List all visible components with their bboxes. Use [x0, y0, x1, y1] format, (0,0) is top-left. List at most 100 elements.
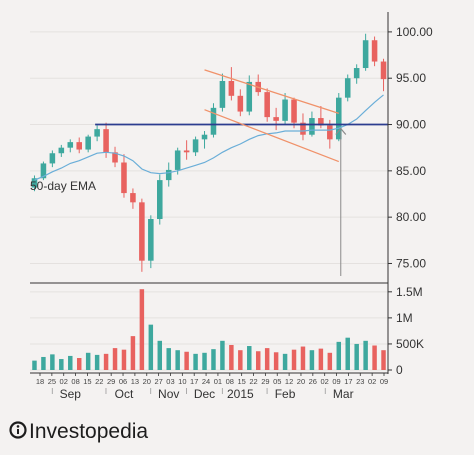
date-tick-label: 20 [297, 377, 305, 386]
breakout-arrow-head-icon [335, 127, 347, 135]
candle-body [291, 99, 297, 123]
volume-bar [327, 352, 333, 370]
candle-body [121, 162, 127, 194]
volume-bar [184, 351, 189, 370]
candle-body [237, 95, 244, 112]
month-label: Feb [275, 387, 296, 401]
brand-name: Investopedia [29, 420, 148, 443]
chart-annotations [34, 69, 388, 276]
volume-tick-label: 0 [396, 363, 403, 377]
candle-body [344, 78, 351, 98]
candle-body [67, 142, 74, 148]
volume-bar [211, 349, 216, 370]
date-tick-label: 17 [344, 377, 352, 386]
candle-body [85, 136, 91, 150]
month-label: Mar [333, 387, 354, 401]
date-tick-label: 10 [178, 377, 186, 386]
price-gridlines [30, 31, 388, 264]
volume-bar [157, 340, 163, 370]
volume-bar [50, 354, 55, 370]
date-tick-label: 24 [202, 377, 210, 386]
volume-bar [255, 351, 261, 370]
candle-body [192, 139, 199, 153]
volume-bar [363, 340, 368, 370]
candle-body [210, 107, 217, 135]
volume-bar [121, 349, 127, 370]
price-tick-label: 75.00 [396, 256, 426, 270]
candle-body [31, 178, 38, 188]
volume-bar [130, 336, 136, 370]
date-tick-label: 18 [36, 377, 44, 386]
date-tick-label: 29 [107, 377, 115, 386]
price-axis-ticks: 100.00 95.00 90.00 85.00 80.00 75.00 [388, 25, 433, 270]
candle-body [353, 68, 360, 79]
candle-body [219, 80, 226, 108]
price-tick-label: 80.00 [396, 210, 426, 224]
candle-body [362, 40, 369, 69]
candle-body [49, 153, 56, 164]
volume-bar [372, 345, 377, 370]
date-axis-ticks: 18 25 02 08 15 22 29 06 13 20 27 03 10 17 24 01 08 15 22 29… [36, 373, 388, 401]
volume-bar [282, 353, 288, 370]
candle-body [336, 97, 342, 140]
date-tick-label: 01 [214, 377, 222, 386]
date-tick-label: 03 [166, 377, 174, 386]
volume-bar [238, 350, 243, 370]
volume-bar [336, 341, 342, 370]
volume-bar [264, 348, 270, 370]
date-tick-label: 08 [71, 377, 79, 386]
candle-body [309, 118, 315, 135]
volume-series [32, 289, 386, 370]
volume-gridlines [30, 291, 388, 371]
volume-bar [68, 355, 73, 370]
date-tick-label: 26 [309, 377, 317, 386]
candle-body [264, 92, 270, 118]
candle-body [201, 134, 208, 140]
volume-bar [139, 289, 145, 370]
volume-bar [381, 350, 386, 370]
candle-body [228, 80, 235, 96]
volume-bar [291, 349, 297, 370]
chart-axes [30, 12, 389, 374]
candle-body [165, 169, 172, 181]
volume-bar [76, 358, 82, 370]
date-tick-label: 20 [143, 377, 151, 386]
date-tick-label: 05 [273, 377, 281, 386]
date-tick-label: 08 [226, 377, 234, 386]
candlestick-series [31, 33, 387, 272]
date-tick-label: 15 [237, 377, 245, 386]
date-tick-label: 02 [321, 377, 329, 386]
date-tick-label: 06 [119, 377, 127, 386]
volume-bar [85, 352, 91, 370]
date-tick-label: 15 [83, 377, 91, 386]
candle-body [246, 81, 253, 112]
price-tick-label: 85.00 [396, 164, 426, 178]
price-tick-label: 95.00 [396, 71, 426, 85]
volume-bar [229, 344, 234, 370]
date-tick-label: 17 [190, 377, 198, 386]
investopedia-logo: Investopedia [9, 420, 148, 443]
candle-body [318, 118, 324, 126]
candle-body [76, 142, 82, 150]
date-tick-label: 22 [95, 377, 103, 386]
price-tick-label: 100.00 [396, 25, 433, 39]
date-tick-label: 23 [356, 377, 364, 386]
candle-body [148, 219, 154, 261]
volume-bar [166, 348, 171, 370]
month-label: Nov [158, 387, 179, 401]
candle-body [371, 40, 378, 62]
volume-bar [300, 346, 306, 370]
volume-bar [112, 348, 118, 370]
month-label: 2015 [227, 387, 254, 401]
volume-tick-label: 1M [396, 311, 413, 325]
volume-bar [193, 353, 198, 370]
candle-body [58, 147, 65, 154]
candle-body [380, 61, 387, 80]
volume-bar [273, 352, 279, 370]
date-tick-label: 29 [261, 377, 269, 386]
date-tick-label: 09 [380, 377, 388, 386]
candle-body [103, 129, 109, 153]
candle-body [273, 117, 279, 121]
